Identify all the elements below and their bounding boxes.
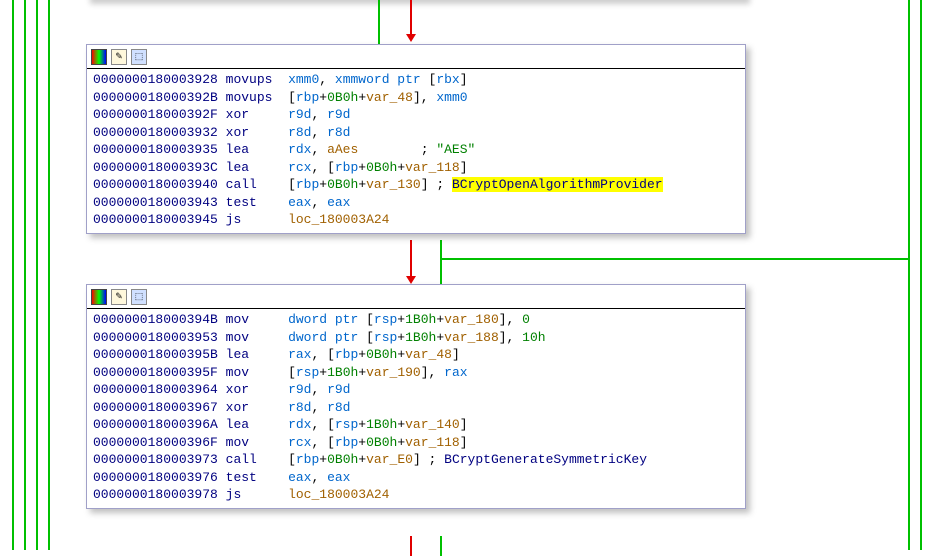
green-connector-bottom bbox=[440, 536, 442, 556]
block-titlebar: ✎ ⬚ bbox=[87, 285, 745, 309]
instruction-row[interactable]: 0000000180003978 js loc_180003A24 bbox=[93, 486, 739, 504]
instruction-row[interactable]: 000000018000395B lea rax, [rbp+0B0h+var_… bbox=[93, 346, 739, 364]
flow-line-right-2 bbox=[908, 0, 910, 550]
block-body: 0000000180003928 movups xmm0, xmmword pt… bbox=[87, 69, 745, 233]
instruction-row[interactable]: 0000000180003976 test eax, eax bbox=[93, 469, 739, 487]
flow-line-left-3 bbox=[36, 0, 38, 550]
red-connector-bottom bbox=[410, 536, 412, 556]
color-icon[interactable] bbox=[91, 289, 107, 305]
flow-line-left-4 bbox=[48, 0, 50, 550]
instruction-row[interactable]: 0000000180003940 call [rbp+0B0h+var_130]… bbox=[93, 176, 739, 194]
flow-line-left-2 bbox=[24, 0, 26, 550]
instruction-row[interactable]: 0000000180003973 call [rbp+0B0h+var_E0] … bbox=[93, 451, 739, 469]
instruction-row[interactable]: 0000000180003935 lea rdx, aAes ; "AES" bbox=[93, 141, 739, 159]
green-connector-mid-v bbox=[440, 240, 442, 284]
instruction-row[interactable]: 0000000180003943 test eax, eax bbox=[93, 194, 739, 212]
block-body: 000000018000394B mov dword ptr [rsp+1B0h… bbox=[87, 309, 745, 508]
hex-icon[interactable]: ⬚ bbox=[131, 49, 147, 65]
edit-icon[interactable]: ✎ bbox=[111, 49, 127, 65]
block-titlebar: ✎ ⬚ bbox=[87, 45, 745, 69]
instruction-row[interactable]: 000000018000394B mov dword ptr [rsp+1B0h… bbox=[93, 311, 739, 329]
instruction-row[interactable]: 000000018000396F mov rcx, [rbp+0B0h+var_… bbox=[93, 434, 739, 452]
instruction-row[interactable]: 0000000180003945 js loc_180003A24 bbox=[93, 211, 739, 229]
instruction-row[interactable]: 000000018000396A lea rdx, [rsp+1B0h+var_… bbox=[93, 416, 739, 434]
basic-block-1[interactable]: ✎ ⬚ 0000000180003928 movups xmm0, xmmwor… bbox=[86, 44, 746, 234]
instruction-row[interactable]: 0000000180003967 xor r8d, r8d bbox=[93, 399, 739, 417]
edit-icon[interactable]: ✎ bbox=[111, 289, 127, 305]
color-icon[interactable] bbox=[91, 49, 107, 65]
instruction-row[interactable]: 000000018000395F mov [rsp+1B0h+var_190],… bbox=[93, 364, 739, 382]
instruction-row[interactable]: 0000000180003953 mov dword ptr [rsp+1B0h… bbox=[93, 329, 739, 347]
red-arrow-top bbox=[410, 0, 412, 40]
basic-block-2[interactable]: ✎ ⬚ 000000018000394B mov dword ptr [rsp+… bbox=[86, 284, 746, 509]
green-connector-mid-h bbox=[440, 258, 910, 260]
instruction-row[interactable]: 0000000180003932 xor r8d, r8d bbox=[93, 124, 739, 142]
green-connector-top bbox=[378, 0, 380, 45]
instruction-row[interactable]: 000000018000392B movups [rbp+0B0h+var_48… bbox=[93, 89, 739, 107]
flow-line-left-1 bbox=[12, 0, 14, 550]
red-arrow-mid bbox=[410, 240, 412, 282]
hex-icon[interactable]: ⬚ bbox=[131, 289, 147, 305]
flow-line-right-1 bbox=[920, 0, 922, 550]
instruction-row[interactable]: 000000018000392F xor r9d, r9d bbox=[93, 106, 739, 124]
instruction-row[interactable]: 0000000180003964 xor r9d, r9d bbox=[93, 381, 739, 399]
instruction-row[interactable]: 0000000180003928 movups xmm0, xmmword pt… bbox=[93, 71, 739, 89]
instruction-row[interactable]: 000000018000393C lea rcx, [rbp+0B0h+var_… bbox=[93, 159, 739, 177]
